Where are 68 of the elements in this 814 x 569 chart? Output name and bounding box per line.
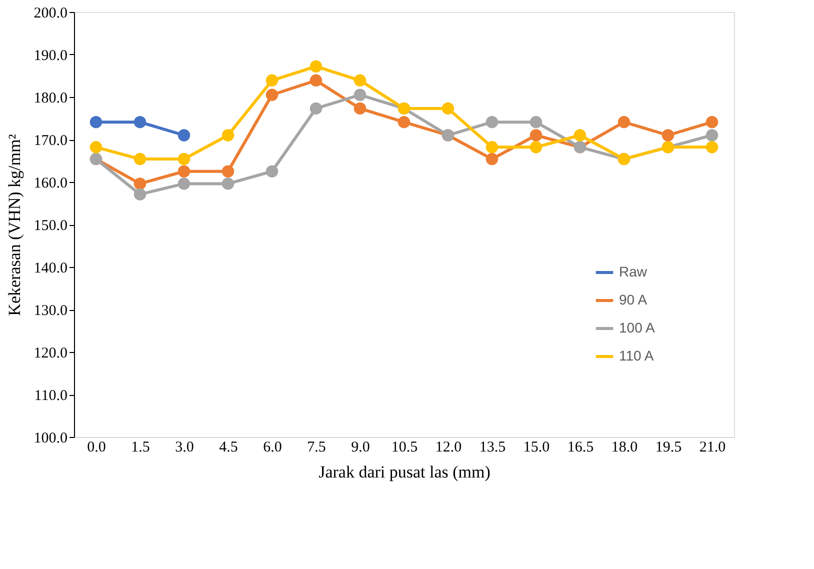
y-tick-label: 110.0 [34,388,68,404]
point [178,178,190,190]
point [266,88,278,101]
point [134,178,146,190]
legend-label: 90 A [619,292,648,308]
y-tick-label: 160.0 [34,176,68,192]
y-tick-label: 180.0 [34,90,68,106]
x-tick-label: 12.0 [435,440,462,456]
x-tick-label: 16.5 [567,440,594,456]
x-axis-title: Jarak dari pusat las (mm) [318,462,490,482]
point [222,178,234,190]
point [222,165,234,178]
x-tick-label: 0.0 [87,440,106,456]
point [90,116,102,128]
point [310,74,322,87]
point [486,152,498,166]
point [90,141,102,154]
x-tick-label: 1.5 [131,440,150,456]
x-tick-label: 6.0 [263,440,282,456]
y-tick-label: 100.0 [34,430,68,446]
y-tick-label: 130.0 [34,303,68,319]
point [706,116,718,128]
point [398,116,410,128]
x-tick-label: 4.5 [219,440,238,456]
point [134,152,146,166]
point [266,74,278,87]
x-tick-label: 10.5 [391,440,418,456]
legend-label: 100 A [619,320,656,336]
point [618,116,630,128]
point [486,116,498,128]
point [354,88,366,101]
x-tick-label: 18.0 [611,440,638,456]
y-tick-label: 140.0 [34,260,68,276]
point [222,129,234,142]
x-tick-label: 21.0 [699,440,726,456]
legend-label: Raw [619,264,648,280]
y-tick-label: 120.0 [34,346,68,362]
point [530,116,542,128]
point [662,129,674,142]
point [706,141,718,154]
point [310,60,322,73]
y-tick-label: 150.0 [34,218,68,234]
point [134,188,146,200]
x-tick-label: 7.5 [307,440,326,456]
y-tick-label: 170.0 [34,133,68,149]
point [178,129,190,142]
y-tick-label: 190.0 [34,48,68,64]
x-tick-label: 19.5 [655,440,682,456]
point [178,165,190,178]
y-axis-title: Kekerasan (VHN) kg/mm² [4,134,24,316]
point [178,152,190,166]
point [706,129,718,142]
legend-label: 110 A [619,348,654,364]
y-tick-label: 200.0 [34,6,68,22]
point [266,165,278,178]
x-tick-label: 15.0 [523,440,550,456]
x-tick-label: 9.0 [351,440,370,456]
point [354,74,366,87]
point [134,116,146,128]
point [530,129,542,142]
x-tick-label: 3.0 [175,440,194,456]
point [486,141,498,154]
point [310,102,322,115]
point [442,102,454,115]
point [574,129,586,142]
point [354,102,366,115]
x-tick-label: 13.5 [479,440,506,456]
point [530,141,542,154]
